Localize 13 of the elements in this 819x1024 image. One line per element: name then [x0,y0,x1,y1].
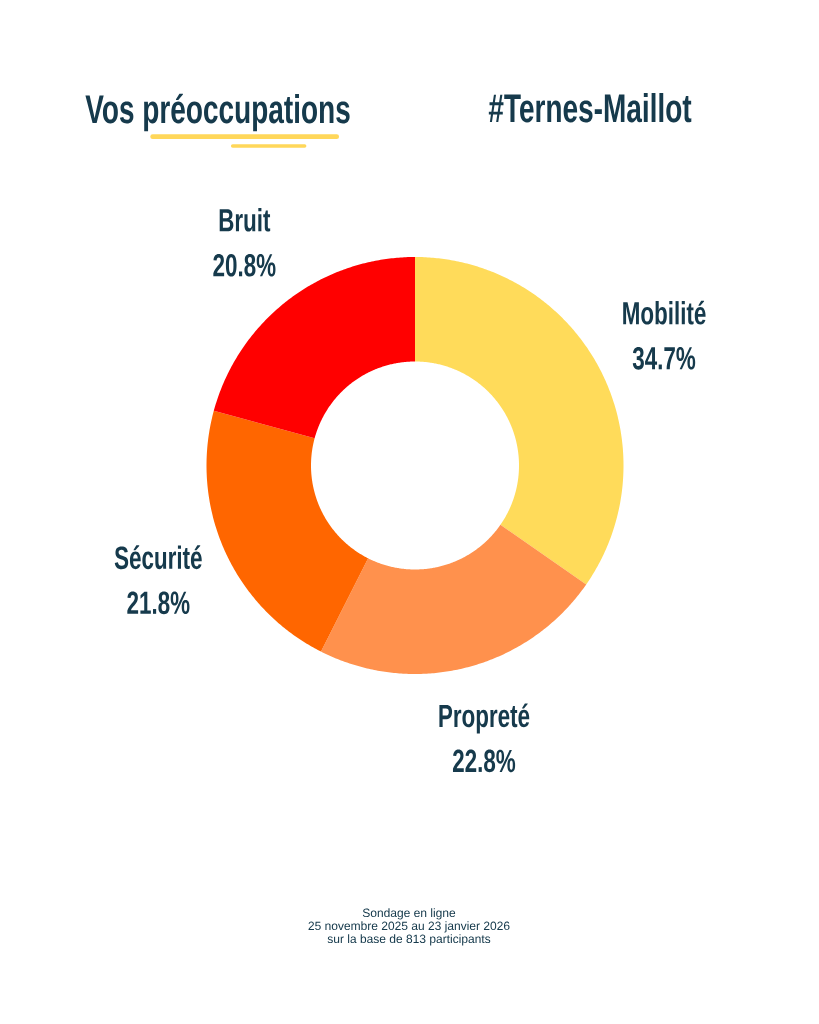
text: Sondage en ligne [362,908,456,920]
chart-title: Vos préoccupations [85,93,350,132]
data-label: 20.8% [213,253,276,277]
data-label: 34.7% [632,346,696,370]
text: 25 novembre 2025 au 23 janvier 2026 [308,921,510,933]
slice-label: Propreté [439,703,530,734]
slice-label: Mobilité [623,300,706,325]
slice-label: Bruit [219,208,271,232]
slice-label: Sécurité [114,545,202,570]
text: sur la base de 813 participants [327,934,491,946]
data-label: 21.8% [127,591,190,615]
chart-subtitle: #Ternes-Maillot [488,93,692,123]
data-label: 22.8% [452,749,516,773]
